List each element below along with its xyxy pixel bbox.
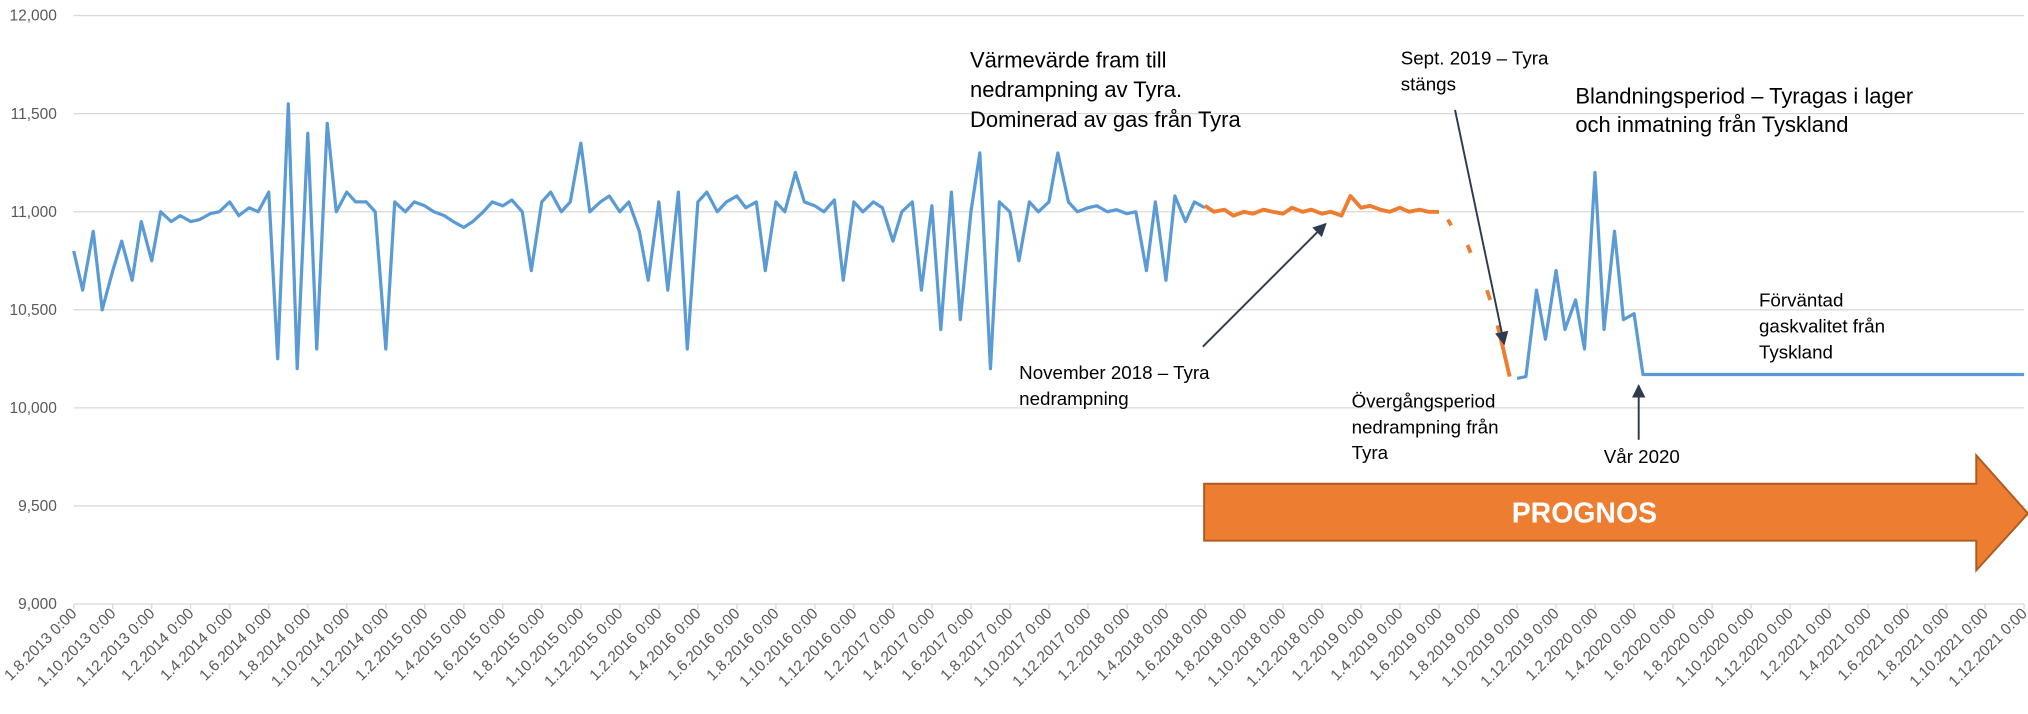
series-line [1203,194,1512,377]
annotation: PROGNOS [1512,498,1657,530]
y-tick-label: 9,000 [18,596,57,613]
prognos-arrow [1203,452,2028,573]
y-tick-label: 10,000 [9,400,57,417]
series-line [72,102,2025,381]
annotation: Tyskland [1759,341,1833,362]
y-tick-label: 9,500 [18,498,57,515]
annotation: Förväntad [1759,290,1843,311]
annotation: stängs [1401,74,1456,95]
annotation: Blandningsperiod – Tyragas i lager [1575,84,1913,109]
annotation: Sept. 2019 – Tyra [1401,48,1549,69]
annotation: nedrampning av Tyra. [970,77,1182,102]
annotation: och inmatning från Tyskland [1575,112,1848,137]
annotation: November 2018 – Tyra [1019,362,1210,383]
annotation: nedrampning [1019,388,1128,409]
annotations: Värmevärde fram till nedrampning av Tyra.… [970,47,1913,529]
annotation: Tyra [1352,442,1389,463]
arrow [1454,109,1509,346]
annotation: Värmevärde fram till [970,47,1167,72]
annotation: nedrampning från [1352,416,1499,437]
annotation: Övergångsperiod [1352,390,1496,411]
y-tick-label: 11,000 [11,204,58,221]
plot-area [72,102,2025,381]
annotation: gaskvalitet från [1759,315,1885,336]
y-tick-label: 11,500 [11,106,58,123]
annotation: Vår 2020 [1604,446,1680,467]
y-tick-label: 10,500 [9,302,57,319]
arrow [1202,222,1327,348]
y-tick-label: 12,000 [9,8,57,25]
annotation: Dominerad av gas från Tyra [970,107,1241,132]
